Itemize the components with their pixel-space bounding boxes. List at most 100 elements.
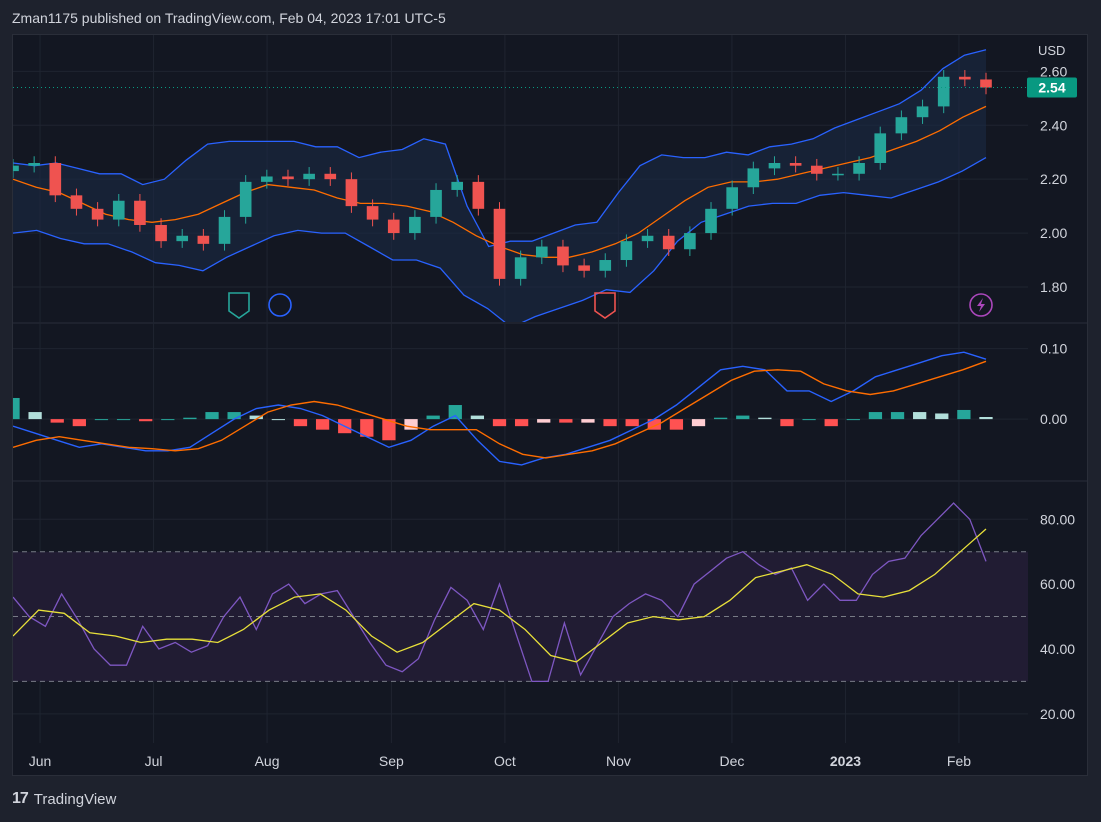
dividend-icon[interactable] bbox=[268, 293, 292, 317]
macd-histogram-bar bbox=[669, 419, 684, 430]
candle-body bbox=[916, 106, 929, 118]
earnings-icon[interactable] bbox=[594, 292, 616, 319]
macd-histogram-bar bbox=[28, 412, 42, 420]
candle[interactable] bbox=[366, 199, 379, 227]
lightning-icon bbox=[977, 298, 985, 312]
candle[interactable] bbox=[430, 183, 442, 224]
candle[interactable] bbox=[768, 156, 781, 176]
candle[interactable] bbox=[684, 226, 696, 256]
y-tick-label: 2.00 bbox=[1040, 225, 1067, 241]
candle[interactable] bbox=[937, 70, 950, 114]
price-axis: Jun Jul Aug Sep Oct Nov Dec 2023 Feb 1.80 2.00 2.20… bbox=[29, 43, 1077, 769]
macd-histogram-bar bbox=[514, 419, 529, 427]
candle[interactable] bbox=[28, 156, 40, 173]
macd-histogram-bar bbox=[846, 419, 860, 421]
last-price-label: 2.54 bbox=[1038, 80, 1065, 96]
candle-body bbox=[366, 206, 379, 220]
x-tick-label: Jun bbox=[29, 753, 52, 769]
candle[interactable] bbox=[218, 210, 231, 251]
candle[interactable] bbox=[895, 110, 908, 141]
candle[interactable] bbox=[705, 202, 717, 240]
macd-histogram-bar bbox=[72, 419, 86, 427]
candle[interactable] bbox=[514, 250, 527, 286]
candle[interactable] bbox=[112, 193, 125, 227]
earnings-icon-outline bbox=[594, 292, 616, 319]
candle[interactable] bbox=[599, 253, 612, 278]
earnings-icon[interactable] bbox=[228, 292, 250, 319]
x-tick-label: Dec bbox=[719, 753, 744, 769]
macd-histogram-bar bbox=[537, 419, 551, 423]
candle[interactable] bbox=[620, 234, 633, 267]
candle-body bbox=[789, 163, 802, 166]
candle-body bbox=[895, 117, 908, 134]
macd-histogram-bar bbox=[271, 419, 285, 421]
candle[interactable] bbox=[641, 229, 654, 248]
candle[interactable] bbox=[557, 239, 569, 273]
candle[interactable] bbox=[810, 158, 823, 181]
candle[interactable] bbox=[70, 188, 83, 216]
candle[interactable] bbox=[726, 180, 738, 216]
candle[interactable] bbox=[959, 70, 971, 87]
macd-histogram-bar bbox=[360, 419, 374, 437]
candle[interactable] bbox=[155, 218, 167, 248]
candle[interactable] bbox=[789, 156, 802, 173]
candle[interactable] bbox=[409, 210, 421, 240]
candle[interactable] bbox=[578, 258, 590, 278]
candle[interactable] bbox=[916, 99, 929, 124]
tradingview-footer[interactable]: 17 TradingView bbox=[12, 790, 116, 808]
candle[interactable] bbox=[197, 229, 210, 251]
candle-body bbox=[430, 189, 442, 217]
rsi-panel[interactable] bbox=[13, 502, 1028, 683]
candle[interactable] bbox=[134, 193, 146, 232]
candle[interactable] bbox=[853, 156, 865, 181]
candle[interactable] bbox=[176, 229, 189, 248]
candle[interactable] bbox=[535, 239, 548, 265]
macd-histogram-bar bbox=[50, 419, 64, 423]
candle[interactable] bbox=[239, 175, 252, 224]
candle[interactable] bbox=[282, 169, 294, 186]
candle[interactable] bbox=[662, 229, 675, 256]
candle[interactable] bbox=[49, 156, 62, 203]
candle[interactable] bbox=[91, 202, 104, 227]
event-markers[interactable] bbox=[228, 292, 993, 319]
candle-body bbox=[620, 241, 633, 261]
candle[interactable] bbox=[261, 169, 273, 189]
candle[interactable] bbox=[832, 167, 844, 181]
macd-histogram-bar bbox=[935, 413, 949, 420]
x-tick-label: Aug bbox=[255, 753, 280, 769]
candle[interactable] bbox=[747, 161, 760, 194]
macd-histogram-bar bbox=[205, 412, 219, 420]
candle-body bbox=[557, 246, 569, 266]
candle-body bbox=[768, 163, 781, 169]
candle[interactable] bbox=[303, 167, 315, 186]
candle[interactable] bbox=[345, 172, 358, 213]
macd-histogram-bar bbox=[139, 419, 153, 422]
candle-body bbox=[134, 200, 146, 225]
macd-histogram-bar bbox=[802, 419, 816, 421]
bollinger-band-fill bbox=[13, 49, 986, 322]
candle-body bbox=[874, 133, 887, 164]
candle[interactable] bbox=[7, 158, 19, 178]
candle-body bbox=[684, 233, 696, 250]
candle-body bbox=[705, 208, 717, 234]
dividend-icon-outline bbox=[268, 293, 292, 317]
candle-body bbox=[155, 224, 167, 242]
tradingview-logo-icon: 17 bbox=[12, 790, 29, 807]
candle[interactable] bbox=[324, 167, 337, 186]
candle[interactable] bbox=[493, 202, 506, 286]
candle-body bbox=[261, 176, 273, 182]
macd-histogram-bar bbox=[315, 419, 330, 430]
candle[interactable] bbox=[472, 175, 485, 216]
y-tick-label: 80.00 bbox=[1040, 511, 1075, 527]
candle-body bbox=[514, 257, 527, 279]
price-panel[interactable] bbox=[7, 49, 1028, 328]
candle[interactable] bbox=[451, 175, 464, 197]
tradingview-brand: TradingView bbox=[33, 790, 117, 808]
macd-histogram-bar bbox=[581, 419, 595, 423]
candle[interactable] bbox=[387, 212, 400, 240]
candle[interactable] bbox=[874, 126, 887, 170]
macd-panel[interactable] bbox=[6, 351, 993, 466]
candle[interactable] bbox=[980, 72, 992, 95]
split-event-icon[interactable] bbox=[969, 293, 993, 317]
